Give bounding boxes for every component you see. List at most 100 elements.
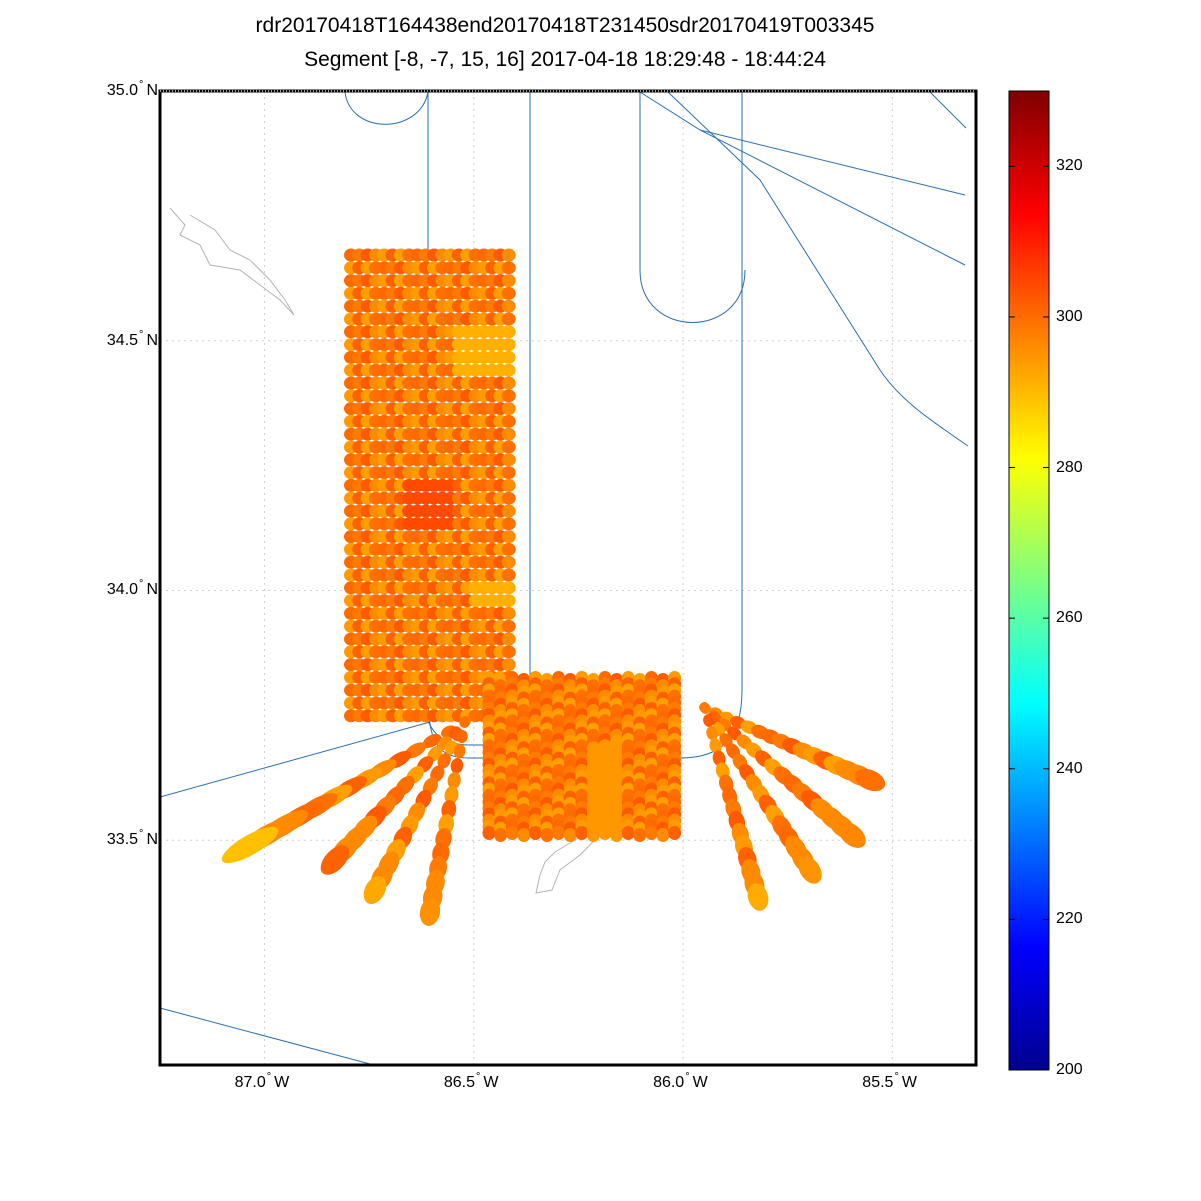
lat-tick-label-value: 35.0 <box>106 82 139 99</box>
radar-footprint <box>221 826 279 864</box>
radar-footprint <box>656 828 670 842</box>
radar-footprint <box>712 750 726 767</box>
lat-tick-label-value: 34.0 <box>106 581 139 599</box>
radar-footprint <box>363 875 387 905</box>
radar-footprint <box>598 826 612 840</box>
lon-tick-label-value: 87.0 <box>234 1074 266 1091</box>
radar-footprint <box>586 828 600 842</box>
radar-footprint <box>501 274 516 288</box>
radar-footprint <box>501 363 516 377</box>
radar-footprint <box>437 753 451 769</box>
flight-track-diagonal-n <box>667 91 969 447</box>
degree-symbol: ° <box>475 1071 481 1083</box>
radar-footprint <box>610 828 624 842</box>
radar-footprint <box>501 555 516 569</box>
flight-track-lines <box>160 91 969 1065</box>
radar-footprint <box>501 286 516 300</box>
map-gridlines <box>160 90 976 1065</box>
radar-footprint <box>798 856 822 884</box>
colorbar-tick-label: 280 <box>1056 458 1083 476</box>
radar-footprint <box>501 581 516 595</box>
radar-observation-swaths <box>221 248 886 926</box>
radar-footprint <box>747 883 769 911</box>
lon-tick-label: 86.0° W <box>653 1071 708 1092</box>
lat-tick-label-hemisphere: N <box>146 331 158 349</box>
lat-tick-label-hemisphere: N <box>146 581 158 599</box>
radar-footprint <box>703 714 714 728</box>
radar-footprint <box>501 261 516 275</box>
radar-footprint <box>517 828 531 842</box>
radar-footprint <box>501 376 516 390</box>
radar-footprint <box>699 702 711 714</box>
radar-footprint <box>838 822 866 848</box>
colorbar-tick-label: 200 <box>1056 1061 1083 1078</box>
radar-footprint <box>444 786 459 805</box>
flight-track-loop-west <box>344 91 429 125</box>
radar-footprint <box>501 427 516 441</box>
radar-footprint <box>447 772 461 789</box>
radar-footprint <box>494 828 508 842</box>
plot-subtitle: Segment [-8, -7, 15, 16] 2017-04-18 18:2… <box>304 48 826 71</box>
lon-tick-label-value: 86.0 <box>653 1074 685 1091</box>
lon-tick-label-hemisphere: W <box>901 1074 917 1091</box>
degree-symbol: ° <box>139 79 144 91</box>
lat-tick-label: 33.5° N <box>107 828 158 849</box>
radar-footprint <box>501 299 516 313</box>
coastline-northwest <box>169 207 295 316</box>
colorbar-tick-label: 240 <box>1056 759 1083 777</box>
degree-symbol: ° <box>139 328 144 341</box>
radar-footprint <box>501 658 516 672</box>
radar-footprint <box>575 826 589 840</box>
radar-footprint <box>501 645 516 659</box>
lat-tick-label-hemisphere: N <box>146 831 158 849</box>
map-frame <box>158 89 978 1067</box>
lon-tick-label-hemisphere: W <box>483 1074 499 1091</box>
radar-footprint <box>668 826 682 840</box>
radar-footprint <box>633 828 647 842</box>
radar-footprint <box>540 828 554 842</box>
radar-footprint <box>621 826 635 840</box>
radar-footprint <box>501 312 516 326</box>
lon-tick-label: 85.5° W <box>862 1071 917 1092</box>
lat-tick-label-hemisphere: N <box>146 82 158 99</box>
lat-tick-label: 34.0° N <box>106 578 158 599</box>
colorbar-tick-label: 260 <box>1056 609 1083 627</box>
lon-tick-label: 86.5° W <box>443 1071 499 1092</box>
radar-footprint <box>501 338 516 352</box>
radar-footprint <box>552 826 566 840</box>
radar-footprint <box>505 826 519 840</box>
flight-track-corner-ne <box>929 91 967 129</box>
radar-footprint <box>501 325 516 339</box>
degree-symbol: ° <box>894 1071 899 1083</box>
radar-footprint <box>501 619 516 633</box>
radar-footprint <box>501 491 516 505</box>
radar-footprint <box>501 350 516 364</box>
plot-title: rdr20170418T164438end20170418T231450sdr2… <box>255 14 875 37</box>
flight-track-horizontal <box>699 129 966 196</box>
radar-footprint <box>501 606 516 620</box>
flight-track-diagonal-ne <box>639 91 966 266</box>
degree-symbol: ° <box>685 1071 690 1083</box>
radar-footprint <box>501 248 516 262</box>
lon-tick-label-hemisphere: W <box>692 1074 708 1091</box>
colorbar-ticks <box>1009 165 1049 1071</box>
radar-footprint <box>501 414 516 428</box>
radar-footprint <box>501 542 516 556</box>
lat-tick-label: 34.5° N <box>107 328 158 350</box>
radar-footprint <box>320 845 350 875</box>
radar-footprint <box>459 716 471 728</box>
radar-footprint <box>644 826 658 840</box>
degree-symbol: ° <box>139 828 144 841</box>
radar-footprint <box>706 726 718 741</box>
radar-footprint <box>501 530 516 544</box>
lon-tick-label-value: 86.5 <box>443 1074 475 1091</box>
radar-footprint <box>482 826 496 840</box>
radar-footprint <box>501 466 516 480</box>
radar-footprint <box>501 632 516 646</box>
lat-tick-label: 35.0° N <box>106 79 158 100</box>
radar-footprint <box>453 744 466 759</box>
radar-footprint <box>419 898 441 926</box>
radar-footprint <box>501 517 516 531</box>
radar-footprint <box>528 826 542 840</box>
radar-footprint <box>501 504 516 518</box>
